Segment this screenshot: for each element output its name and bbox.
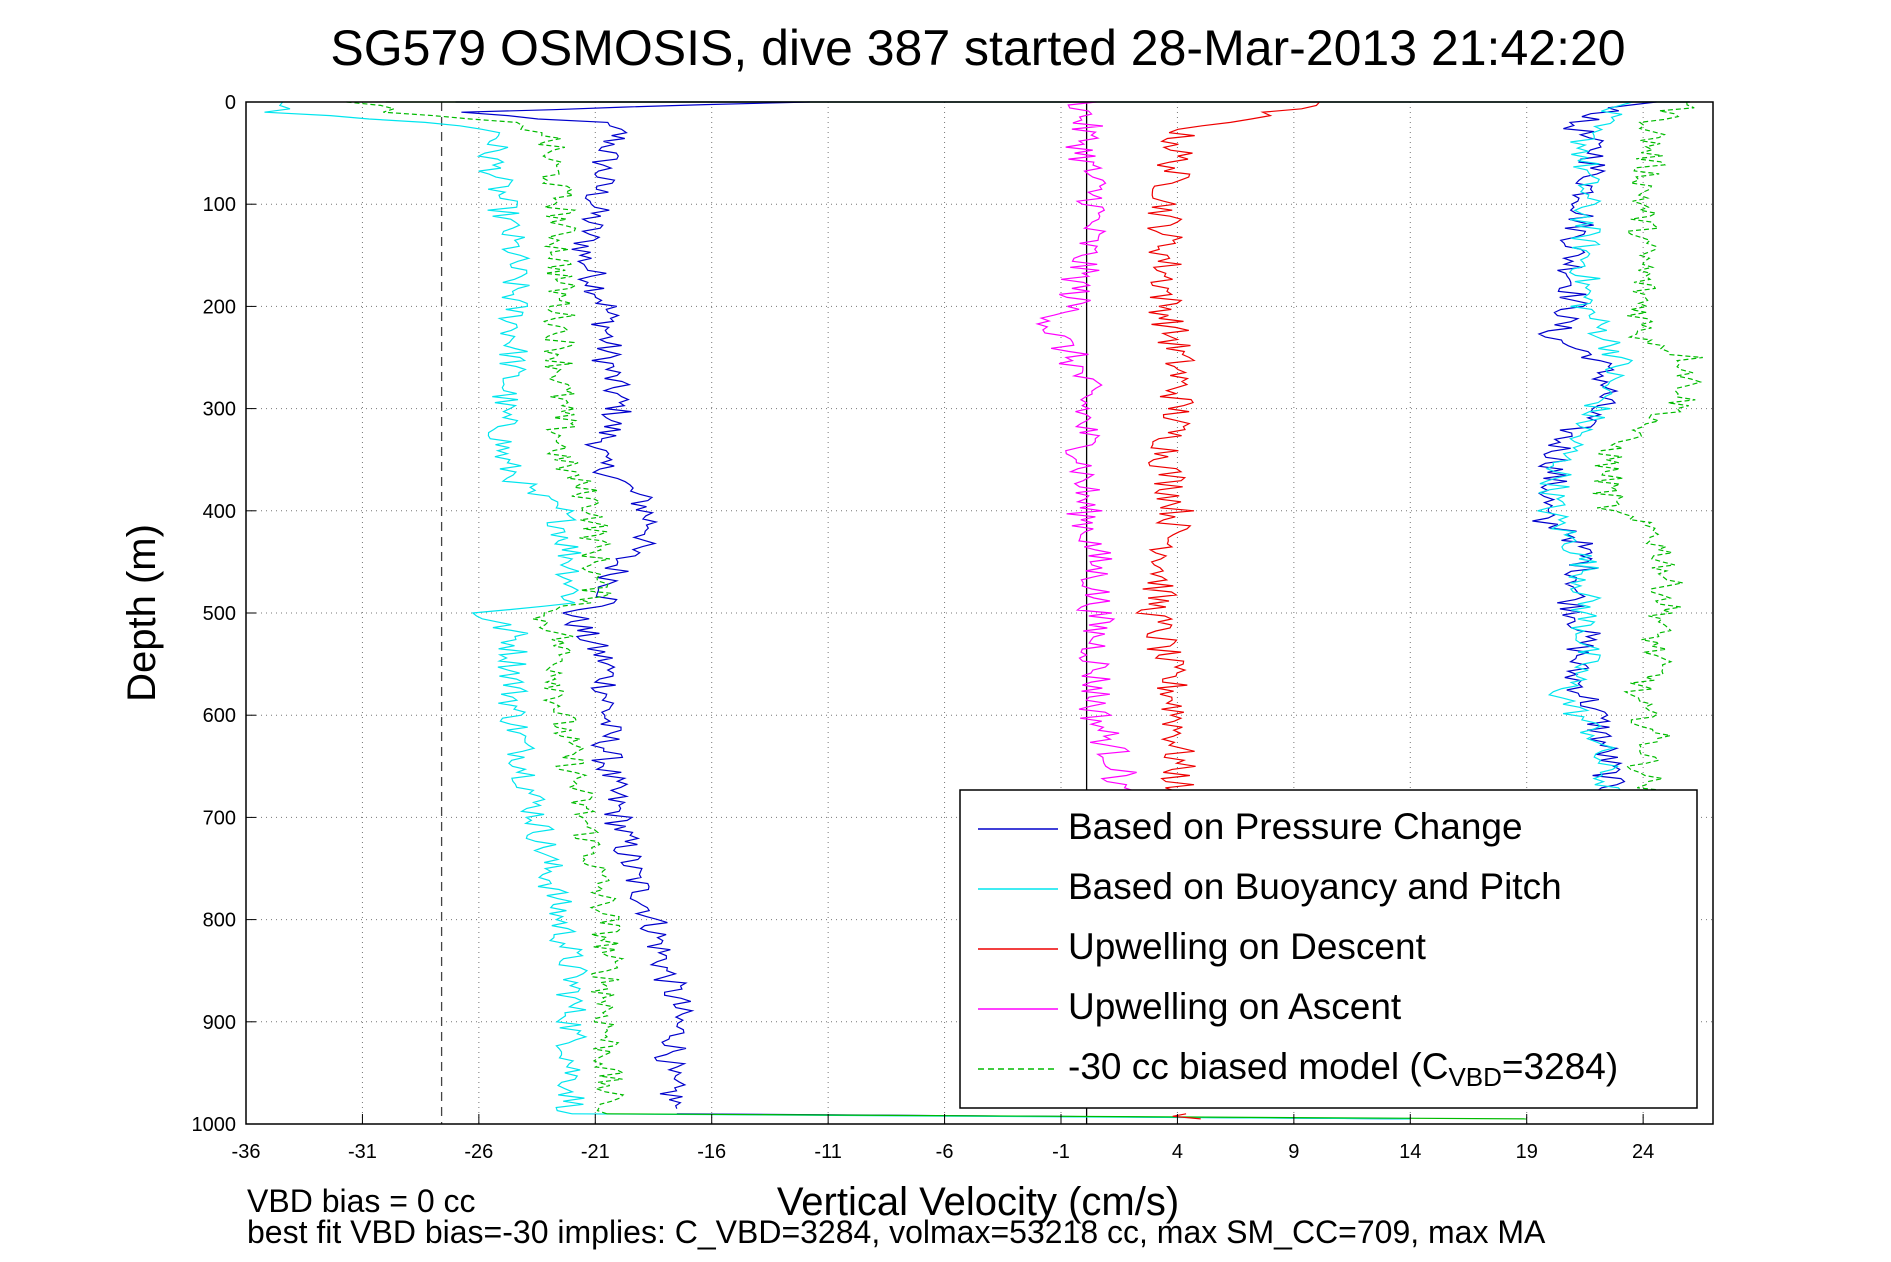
x-tick-label: -36 [232,1141,261,1163]
series-1-line-0 [264,101,589,1115]
y-tick-label: 1000 [192,1114,237,1136]
legend-label: Upwelling on Descent [1068,926,1427,967]
legend: Based on Pressure Change Based on Buoyanc… [959,789,1698,1109]
x-tick-label: 24 [1632,1141,1654,1163]
y-tick-label: 500 [203,603,236,625]
x-tick-label: -26 [464,1141,493,1163]
x-tick-label: 14 [1399,1141,1421,1163]
legend-label: Based on Buoyancy and Pitch [1068,866,1562,907]
legend-label: Upwelling on Ascent [1068,986,1402,1027]
y-tick-label: 0 [225,92,236,114]
legend-item-0: Based on Pressure Change [978,806,1523,847]
y-tick-label: 100 [203,194,236,216]
chart-title: SG579 OSMOSIS, dive 387 started 28-Mar-2… [330,20,1625,76]
series-2-line-0 [1134,101,1320,798]
legend-label: Based on Pressure Change [1068,806,1523,847]
x-axis-ticks: -36 -31 -26 -21 -16 -11 -6 -1 4 9 14 19 24 [232,1114,1654,1163]
y-tick-label: 600 [203,705,236,727]
legend-item-2: Upwelling on Descent [978,926,1427,967]
series-3-line-0 [1035,101,1137,798]
grid-lines [245,101,1713,1125]
x-axis-label: Vertical Velocity (cm/s) [777,1180,1179,1224]
y-tick-label: 800 [203,910,236,932]
x-tick-label: 19 [1516,1141,1538,1163]
x-tick-label: -1 [1052,1141,1070,1163]
x-tick-label: 9 [1288,1141,1299,1163]
footer-best-fit: best fit VBD bias=-30 implies: C_VBD=328… [247,1214,1546,1250]
series-4-line-1 [1592,101,1703,798]
series-4-line-0 [346,101,625,1115]
y-tick-label: 200 [203,296,236,318]
legend-box [959,789,1698,1109]
x-tick-label: -6 [936,1141,954,1163]
x-tick-label: -11 [814,1141,841,1163]
y-axis-label: Depth (m) [120,524,164,702]
legend-model-subscript: VBD [1448,1062,1501,1092]
series-2-line-1 [1172,1113,1201,1120]
legend-model-prefix: -30 cc biased model (C [1068,1046,1448,1087]
y-tick-label: 400 [203,501,236,523]
x-tick-label: -21 [581,1141,610,1163]
y-tick-label: 300 [203,399,236,421]
legend-item-model: -30 cc biased model (CVBD=3284) [978,1046,1618,1092]
x-tick-label: 4 [1172,1141,1183,1163]
y-tick-label: 900 [203,1012,236,1034]
legend-label-model: -30 cc biased model (CVBD=3284) [1068,1046,1618,1092]
legend-model-suffix: =3284) [1502,1046,1618,1087]
x-tick-label: -31 [348,1141,377,1163]
transition-trace-3 [606,1113,1527,1120]
x-tick-label: -16 [697,1141,726,1163]
legend-item-3: Upwelling on Ascent [978,986,1402,1027]
footer-vbd-bias: VBD bias = 0 cc [247,1183,476,1219]
series-1-line-1 [1537,101,1634,798]
y-tick-label: 700 [203,807,236,829]
legend-item-1: Based on Buoyancy and Pitch [978,866,1562,907]
y-axis-ticks: 0 100 200 300 400 500 600 700 800 900 1000 [192,92,256,1136]
series-0-line-0 [461,101,810,1109]
